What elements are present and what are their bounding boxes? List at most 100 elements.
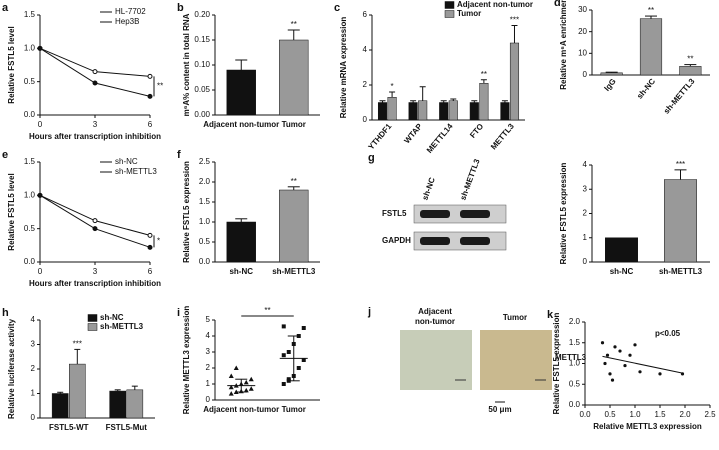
y-axis-label: Relative luciferase activity	[7, 318, 16, 419]
bar	[418, 100, 428, 121]
annotation: ***	[510, 16, 519, 25]
y-tick-label: 3	[206, 347, 211, 356]
point	[638, 370, 642, 374]
y-axis-label: Relative METTL3 expression	[182, 306, 191, 415]
bar	[605, 237, 638, 263]
point	[92, 69, 98, 75]
y-tick-label: 1.0	[24, 190, 36, 199]
micrograph	[480, 330, 552, 390]
panel-letter: e	[2, 149, 8, 161]
y-tick-label: 2	[206, 363, 211, 372]
x-tick-label: 3	[93, 120, 98, 129]
bar	[408, 102, 418, 121]
x-tick-label: 3	[93, 267, 98, 276]
band	[420, 237, 450, 245]
x-tick-label: sh-METTL3	[662, 76, 697, 115]
y-axis-label: Relative FSTL5 expression	[559, 162, 568, 264]
bar	[439, 102, 449, 121]
point	[296, 366, 301, 370]
y-axis-label: Relative mRNA expression	[339, 17, 348, 119]
legend-swatch	[444, 1, 455, 9]
point	[228, 373, 234, 378]
legend-label: Tumor	[457, 9, 481, 18]
y-tick-label: 1.0	[199, 217, 211, 226]
bar	[479, 83, 489, 121]
y-axis-label: Relative FSTL5 level	[7, 173, 16, 250]
band-label: FSTL5	[382, 209, 407, 218]
trend-line	[602, 355, 683, 374]
point	[147, 232, 153, 238]
y-tick-label: 20	[578, 27, 587, 36]
y-tick-label: 0.10	[194, 60, 210, 69]
point	[147, 93, 153, 99]
bar	[600, 72, 623, 76]
y-tick-label: 5	[206, 315, 211, 324]
bar	[639, 18, 663, 76]
x-tick-label: sh-NC	[635, 77, 657, 101]
y-tick-label: 1.0	[24, 43, 36, 52]
column-label: non-tumor	[415, 317, 455, 326]
y-tick-label: 1.5	[24, 157, 36, 166]
panel-letter: g	[368, 152, 375, 164]
lane-label: sh-NC	[420, 176, 437, 201]
bar	[387, 97, 397, 121]
y-tick-label: 4	[583, 160, 588, 169]
point	[286, 350, 291, 354]
y-tick-label: 0	[583, 257, 588, 266]
band	[420, 210, 450, 218]
x-tick-label: sh-METTL3	[659, 267, 703, 276]
y-tick-label: 0.0	[24, 110, 36, 119]
x-tick-label: FSTL5-Mut	[106, 423, 148, 432]
bar	[509, 42, 520, 121]
annotation: **	[648, 6, 654, 15]
annotation: **	[264, 306, 270, 315]
y-tick-label: 4	[206, 331, 211, 340]
x-tick-label: 6	[148, 267, 153, 276]
point	[281, 324, 286, 329]
bar	[500, 102, 510, 121]
point	[147, 244, 153, 250]
panel-letter: d	[554, 0, 561, 9]
y-tick-label: 1	[206, 379, 211, 388]
y-axis-label: Relative FSTL5 expression	[552, 312, 561, 414]
y-tick-label: 1.5	[24, 10, 36, 19]
y-tick-label: 0.15	[194, 35, 210, 44]
annotation: *	[157, 236, 160, 245]
y-tick-label: 0	[31, 413, 36, 422]
bar	[279, 189, 309, 263]
bar	[377, 102, 388, 121]
point	[92, 218, 98, 224]
x-tick-label: METTL14	[425, 121, 455, 154]
x-axis-label: Hours after transcription inhibition	[29, 132, 161, 141]
x-tick-label: 0.0	[579, 410, 591, 419]
y-tick-label: 0.00	[194, 110, 210, 119]
bar	[226, 69, 256, 116]
panel-letter: i	[177, 307, 180, 319]
column-label: Tumor	[503, 313, 527, 322]
y-tick-label: 2.0	[569, 317, 581, 326]
bar	[679, 66, 702, 76]
y-tick-label: 0	[363, 115, 368, 124]
legend-label: HL-7702	[115, 7, 146, 16]
point	[147, 73, 153, 79]
point	[286, 377, 291, 382]
y-tick-label: 4	[31, 315, 36, 324]
point	[613, 345, 617, 349]
bar	[469, 102, 479, 121]
panel-letter: b	[177, 2, 184, 14]
panel-letter: a	[2, 2, 9, 14]
point	[248, 376, 254, 382]
panel-letter: j	[367, 306, 371, 318]
legend-label: sh-NC	[115, 157, 138, 166]
bar	[448, 100, 458, 121]
x-tick-label: WTAP	[402, 121, 424, 145]
y-tick-label: 0.20	[194, 10, 210, 19]
x-tick-label: sh-NC	[229, 267, 253, 276]
x-tick-label: Adjacent non-tumor	[203, 405, 279, 414]
point	[243, 387, 249, 393]
y-tick-label: 0	[206, 395, 211, 404]
point	[281, 353, 286, 358]
y-tick-label: 0.5	[24, 77, 36, 86]
x-tick-label: sh-NC	[610, 267, 634, 276]
point	[92, 80, 98, 86]
